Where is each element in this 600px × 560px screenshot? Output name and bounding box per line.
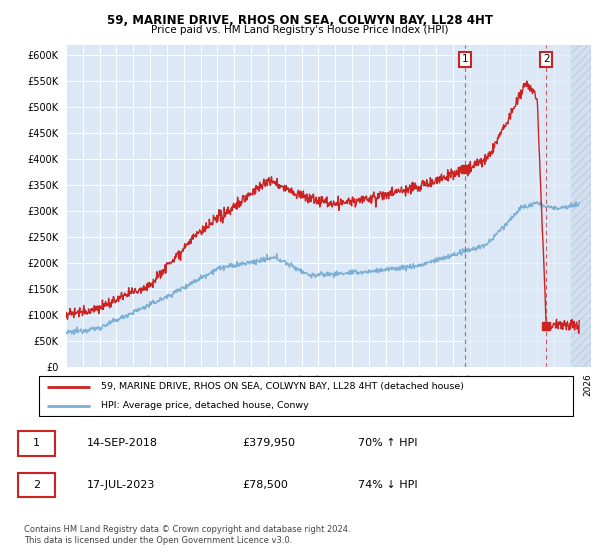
Text: HPI: Average price, detached house, Conwy: HPI: Average price, detached house, Conw…	[101, 402, 308, 410]
Text: Price paid vs. HM Land Registry's House Price Index (HPI): Price paid vs. HM Land Registry's House …	[151, 25, 449, 35]
Text: 74% ↓ HPI: 74% ↓ HPI	[358, 480, 417, 490]
Text: 17-JUL-2023: 17-JUL-2023	[87, 480, 155, 490]
Text: 14-SEP-2018: 14-SEP-2018	[87, 438, 158, 449]
Text: 59, MARINE DRIVE, RHOS ON SEA, COLWYN BAY, LL28 4HT: 59, MARINE DRIVE, RHOS ON SEA, COLWYN BA…	[107, 14, 493, 27]
FancyBboxPatch shape	[18, 473, 55, 497]
Text: £379,950: £379,950	[242, 438, 295, 449]
Text: 1: 1	[33, 438, 40, 449]
FancyBboxPatch shape	[18, 431, 55, 456]
Text: 1: 1	[461, 54, 468, 64]
Text: Contains HM Land Registry data © Crown copyright and database right 2024.
This d: Contains HM Land Registry data © Crown c…	[24, 525, 350, 545]
Text: £78,500: £78,500	[242, 480, 288, 490]
Bar	[571, 45, 591, 367]
Text: 2: 2	[33, 480, 40, 490]
Text: 2: 2	[543, 54, 550, 64]
FancyBboxPatch shape	[39, 376, 574, 416]
Text: 59, MARINE DRIVE, RHOS ON SEA, COLWYN BAY, LL28 4HT (detached house): 59, MARINE DRIVE, RHOS ON SEA, COLWYN BA…	[101, 382, 464, 391]
Bar	[465, 45, 591, 367]
Text: 70% ↑ HPI: 70% ↑ HPI	[358, 438, 417, 449]
